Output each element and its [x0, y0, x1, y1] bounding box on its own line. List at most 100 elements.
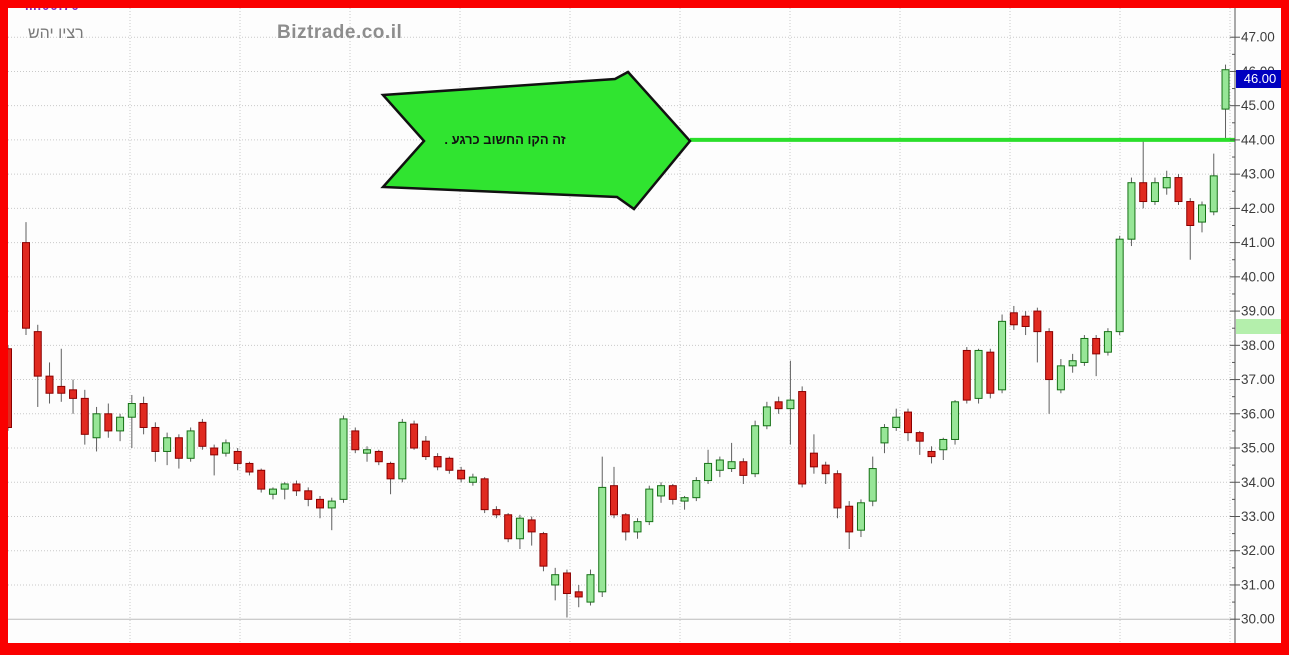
- y-axis-label: 36.00: [1241, 406, 1275, 421]
- candle-down: [69, 389, 78, 399]
- candle-up: [1056, 365, 1065, 391]
- candle-up: [363, 449, 372, 454]
- candle-down: [1174, 177, 1183, 203]
- candle-down: [621, 514, 630, 533]
- candle-up: [692, 480, 701, 499]
- y-axis-label: 43.00: [1241, 167, 1275, 182]
- candle-down: [809, 452, 818, 468]
- candle-up: [127, 403, 136, 418]
- candle-up: [515, 517, 524, 540]
- candle-up: [468, 476, 477, 483]
- y-axis-label: 47.00: [1241, 30, 1275, 45]
- candle-down: [292, 483, 301, 492]
- y-axis-label: 45.00: [1241, 98, 1275, 113]
- candle-down: [316, 498, 324, 509]
- candle-up: [951, 401, 960, 440]
- candle-up: [657, 485, 666, 497]
- candle-up: [1080, 337, 1089, 363]
- candle-up: [598, 486, 607, 593]
- candle-up: [186, 430, 195, 459]
- candle-down: [1009, 312, 1018, 326]
- candle-down: [45, 375, 54, 394]
- candle-down: [410, 423, 419, 449]
- y-axis-label: 34.00: [1241, 475, 1275, 490]
- candle-down: [257, 469, 266, 490]
- candle-down: [668, 485, 677, 500]
- candle-down: [104, 413, 113, 432]
- candle-down: [174, 437, 183, 459]
- candle-down: [457, 469, 466, 480]
- y-axis-label: 30.00: [1241, 612, 1275, 627]
- candle-up: [116, 416, 125, 432]
- candle-down: [927, 450, 936, 458]
- red-border-right: [1281, 0, 1289, 655]
- candle-down: [80, 397, 89, 435]
- candle-down: [22, 242, 30, 329]
- candle-down: [904, 411, 912, 434]
- axis-highlight-marker: [1236, 319, 1284, 334]
- candle-up: [727, 461, 736, 470]
- candle-down: [245, 462, 254, 473]
- candle-down: [739, 461, 748, 476]
- candle-down: [374, 450, 383, 463]
- candle-up: [856, 502, 865, 531]
- candle-up: [645, 488, 654, 523]
- candle-up: [880, 426, 889, 444]
- candle-down: [845, 505, 854, 533]
- candle-up: [1162, 177, 1171, 189]
- candle-up: [633, 521, 642, 533]
- candle-down: [986, 351, 995, 394]
- candle-down: [151, 426, 160, 452]
- candle-down: [421, 440, 430, 458]
- candle-down: [1033, 310, 1042, 333]
- candle-down: [962, 349, 971, 401]
- candle-up: [1221, 69, 1230, 110]
- red-border-top: [0, 0, 1289, 8]
- candle-down: [57, 385, 66, 394]
- candle-down: [33, 331, 42, 377]
- candle-down: [433, 456, 442, 468]
- candle-down: [833, 473, 842, 509]
- candle-down: [386, 462, 395, 480]
- instrument-label: רציו יהש: [28, 25, 84, 42]
- y-axis-label: 31.00: [1241, 577, 1275, 592]
- candle-up: [586, 574, 595, 603]
- candle-down: [492, 509, 501, 516]
- y-axis-label: 42.00: [1241, 201, 1275, 216]
- candle-down: [539, 533, 548, 567]
- annotation-arrow: [380, 70, 692, 211]
- candle-down: [210, 447, 219, 456]
- red-border-bottom: [0, 643, 1289, 655]
- candle-up: [327, 500, 336, 509]
- candle-up: [751, 425, 760, 475]
- candle-down: [1045, 331, 1054, 381]
- candle-down: [610, 485, 618, 516]
- candle-up: [704, 462, 713, 482]
- candle-up: [268, 488, 277, 495]
- candle-up: [1127, 182, 1136, 240]
- candle-up: [1209, 175, 1218, 213]
- candle-down: [1092, 337, 1101, 355]
- y-axis-label: 37.00: [1241, 372, 1275, 387]
- candle-up: [868, 468, 877, 502]
- candle-down: [821, 464, 830, 475]
- candle-up: [398, 421, 407, 480]
- candle-up: [715, 459, 724, 471]
- candle-up: [939, 438, 948, 451]
- red-border-left: [0, 0, 8, 655]
- candle-up: [1115, 238, 1124, 333]
- candle-up: [998, 320, 1007, 391]
- candle-down: [198, 421, 207, 447]
- candle-down: [233, 450, 242, 464]
- candle-down: [445, 457, 454, 471]
- candle-down: [304, 490, 313, 500]
- candle-down: [798, 391, 807, 485]
- candle-down: [1186, 201, 1195, 226]
- candle-down: [915, 432, 924, 442]
- last-price-tag: 46.00: [1236, 70, 1284, 88]
- y-axis-label: 41.00: [1241, 235, 1275, 250]
- candle-down: [527, 519, 536, 533]
- candle-up: [974, 349, 983, 399]
- candle-up: [1103, 331, 1112, 353]
